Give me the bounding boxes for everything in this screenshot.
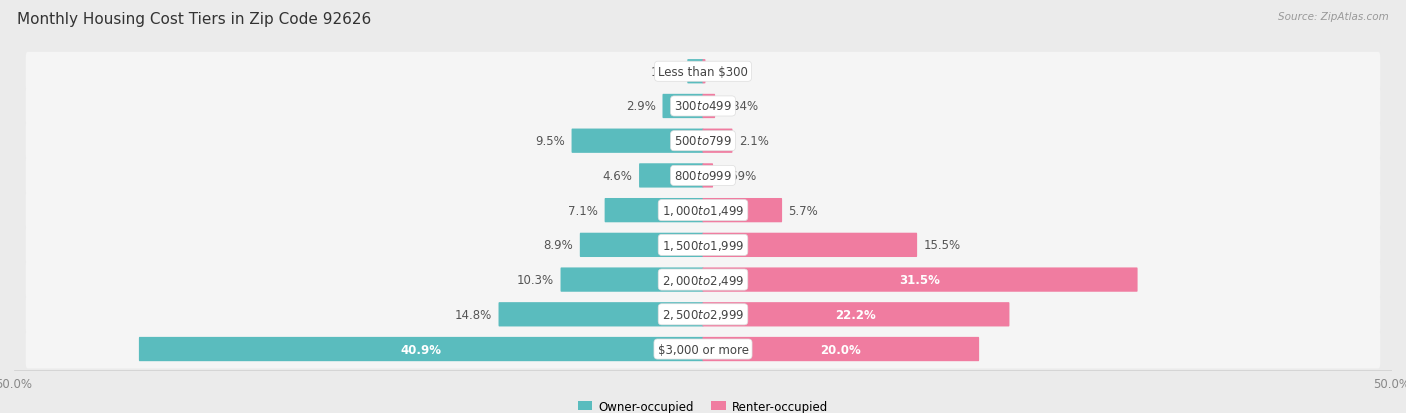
Text: 20.0%: 20.0% <box>821 343 860 356</box>
FancyBboxPatch shape <box>605 199 703 223</box>
Text: 40.9%: 40.9% <box>401 343 441 356</box>
FancyBboxPatch shape <box>703 129 733 154</box>
Text: 31.5%: 31.5% <box>900 273 941 286</box>
FancyBboxPatch shape <box>561 268 703 292</box>
FancyBboxPatch shape <box>703 164 713 188</box>
FancyBboxPatch shape <box>25 261 1381 299</box>
Text: 0.84%: 0.84% <box>721 100 759 113</box>
FancyBboxPatch shape <box>579 233 703 257</box>
Legend: Owner-occupied, Renter-occupied: Owner-occupied, Renter-occupied <box>574 395 832 413</box>
FancyBboxPatch shape <box>25 53 1381 91</box>
FancyBboxPatch shape <box>25 226 1381 265</box>
Text: 2.1%: 2.1% <box>738 135 769 148</box>
Text: $500 to $799: $500 to $799 <box>673 135 733 148</box>
Text: Less than $300: Less than $300 <box>658 66 748 78</box>
FancyBboxPatch shape <box>25 330 1381 368</box>
FancyBboxPatch shape <box>640 164 703 188</box>
FancyBboxPatch shape <box>703 302 1010 327</box>
Text: $2,500 to $2,999: $2,500 to $2,999 <box>662 308 744 322</box>
Text: 2.9%: 2.9% <box>626 100 657 113</box>
Text: $1,000 to $1,499: $1,000 to $1,499 <box>662 204 744 218</box>
FancyBboxPatch shape <box>703 268 1137 292</box>
Text: 22.2%: 22.2% <box>835 308 876 321</box>
FancyBboxPatch shape <box>703 60 706 84</box>
FancyBboxPatch shape <box>25 122 1381 161</box>
Text: Monthly Housing Cost Tiers in Zip Code 92626: Monthly Housing Cost Tiers in Zip Code 9… <box>17 12 371 27</box>
FancyBboxPatch shape <box>139 337 703 361</box>
Text: $1,500 to $1,999: $1,500 to $1,999 <box>662 238 744 252</box>
FancyBboxPatch shape <box>703 95 716 119</box>
FancyBboxPatch shape <box>703 199 782 223</box>
Text: 5.7%: 5.7% <box>789 204 818 217</box>
Text: 1.1%: 1.1% <box>651 66 681 78</box>
FancyBboxPatch shape <box>25 157 1381 195</box>
FancyBboxPatch shape <box>688 60 703 84</box>
Text: 10.3%: 10.3% <box>517 273 554 286</box>
FancyBboxPatch shape <box>703 233 917 257</box>
Text: 9.5%: 9.5% <box>536 135 565 148</box>
Text: 14.8%: 14.8% <box>456 308 492 321</box>
Text: 15.5%: 15.5% <box>924 239 960 252</box>
Text: Source: ZipAtlas.com: Source: ZipAtlas.com <box>1278 12 1389 22</box>
FancyBboxPatch shape <box>25 191 1381 230</box>
Text: 7.1%: 7.1% <box>568 204 599 217</box>
FancyBboxPatch shape <box>572 129 703 154</box>
Text: 8.9%: 8.9% <box>544 239 574 252</box>
Text: $300 to $499: $300 to $499 <box>673 100 733 113</box>
Text: $3,000 or more: $3,000 or more <box>658 343 748 356</box>
Text: $800 to $999: $800 to $999 <box>673 169 733 183</box>
Text: 0.14%: 0.14% <box>711 66 749 78</box>
Text: 0.69%: 0.69% <box>720 169 756 183</box>
FancyBboxPatch shape <box>499 302 703 327</box>
FancyBboxPatch shape <box>25 87 1381 126</box>
Text: $2,000 to $2,499: $2,000 to $2,499 <box>662 273 744 287</box>
FancyBboxPatch shape <box>703 337 979 361</box>
FancyBboxPatch shape <box>25 295 1381 334</box>
FancyBboxPatch shape <box>662 95 703 119</box>
Text: 4.6%: 4.6% <box>603 169 633 183</box>
